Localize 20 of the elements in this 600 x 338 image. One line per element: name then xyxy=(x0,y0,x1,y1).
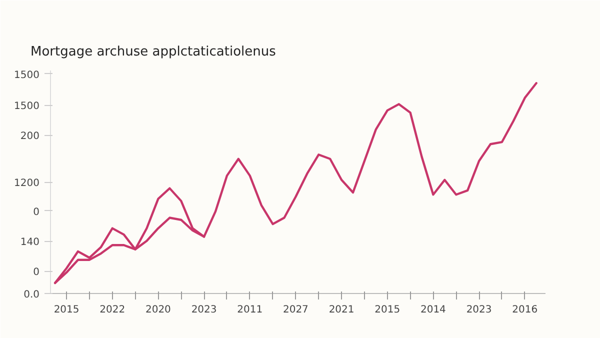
x-tick-label: 2016 xyxy=(512,304,538,316)
x-tick-label: 2021 xyxy=(328,304,354,316)
text: 1500 xyxy=(14,70,40,81)
text: 200 xyxy=(20,131,40,142)
text: 0 xyxy=(33,267,40,278)
x-tick-label: 2022 xyxy=(100,304,126,316)
x-tick-label: 2014 xyxy=(420,304,446,316)
x-tick-label: 2023 xyxy=(191,304,217,316)
x-tick-label: 2020 xyxy=(145,304,171,316)
text: 0.0 xyxy=(24,290,40,300)
x-tick-label: 2015 xyxy=(54,304,80,316)
text: 1200 xyxy=(14,178,40,189)
text: 1500 xyxy=(14,101,40,112)
text: 140 xyxy=(20,237,40,248)
chart-title: Mortgage archuse applctaticatiolenus xyxy=(30,44,276,60)
x-tick-label: 2015 xyxy=(374,304,400,316)
text: 0 xyxy=(33,206,40,218)
x-tick-label: 2027 xyxy=(282,304,308,316)
x-tick-label: 2011 xyxy=(237,304,263,316)
x-tick-label: 2023 xyxy=(466,304,492,316)
